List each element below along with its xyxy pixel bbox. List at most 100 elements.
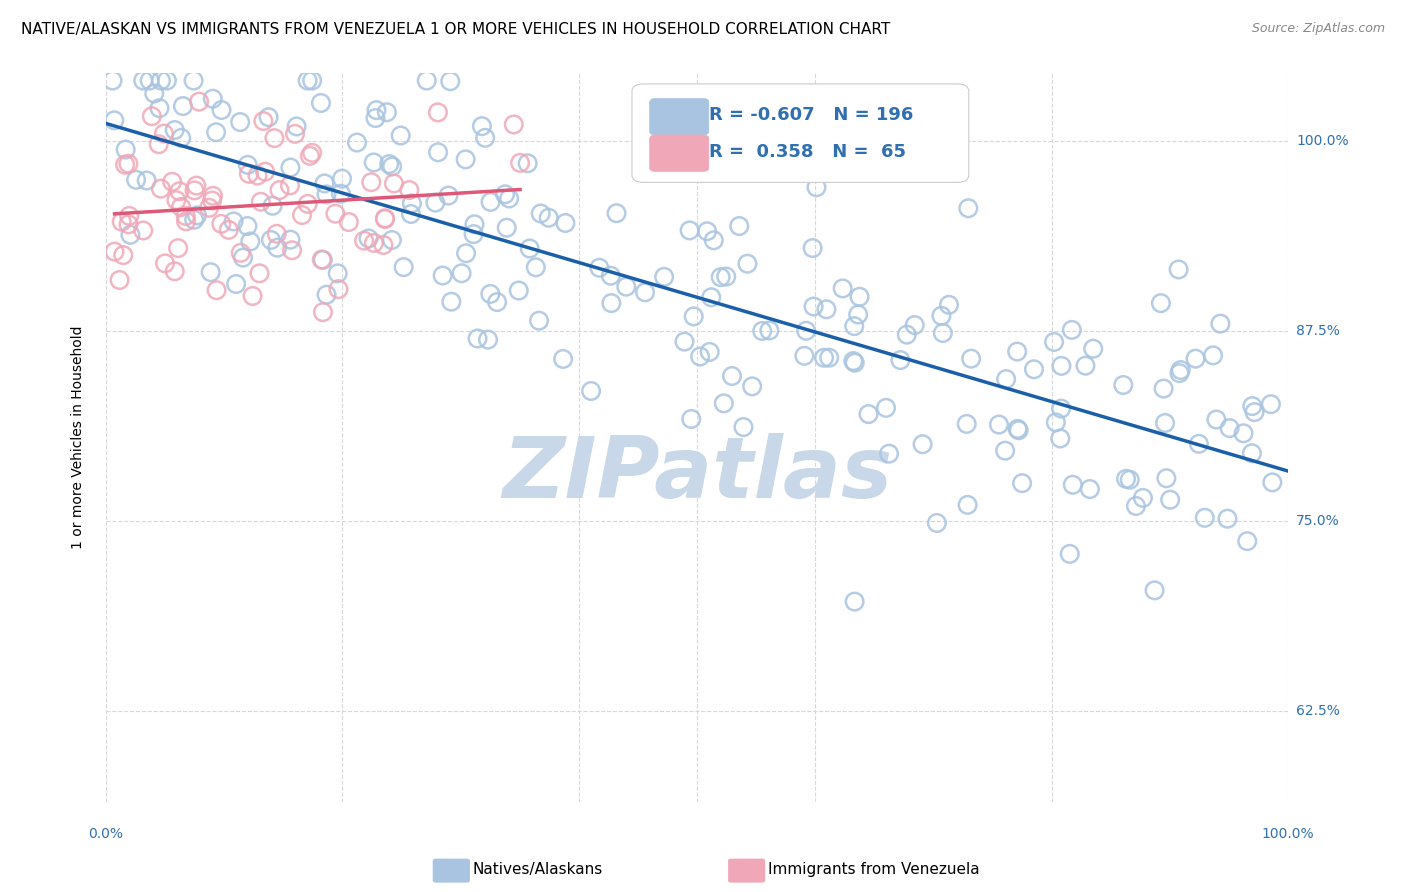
Point xyxy=(114,143,136,157)
Point xyxy=(374,212,396,227)
Point xyxy=(681,412,703,426)
Point xyxy=(844,594,866,608)
Point xyxy=(450,266,472,280)
Point xyxy=(696,224,718,238)
Point xyxy=(363,235,385,250)
Point xyxy=(160,175,183,189)
Point xyxy=(994,443,1017,458)
Point xyxy=(960,351,983,366)
Point xyxy=(931,309,953,323)
Point xyxy=(378,157,401,171)
Point xyxy=(427,145,450,160)
Text: 75.0%: 75.0% xyxy=(1296,514,1340,528)
Point xyxy=(494,187,516,202)
Point xyxy=(938,298,960,312)
Point xyxy=(148,137,170,152)
Point xyxy=(153,256,176,270)
Point xyxy=(101,73,124,87)
Point xyxy=(479,194,502,209)
Text: Source: ZipAtlas.com: Source: ZipAtlas.com xyxy=(1251,22,1385,36)
Point xyxy=(463,227,485,241)
Point xyxy=(120,227,142,242)
Point xyxy=(527,314,550,328)
Point xyxy=(312,252,335,267)
Point xyxy=(896,327,918,342)
Point xyxy=(1205,412,1227,426)
Text: ZIPatlas: ZIPatlas xyxy=(502,433,891,516)
Point xyxy=(125,173,148,187)
Point xyxy=(467,331,489,345)
Point xyxy=(477,333,499,347)
Point xyxy=(1240,446,1263,460)
Text: R =  0.358   N =  65: R = 0.358 N = 65 xyxy=(709,143,905,161)
Point xyxy=(794,324,817,338)
Point xyxy=(1045,416,1067,430)
Point xyxy=(425,195,447,210)
Point xyxy=(416,73,439,87)
Point xyxy=(1209,317,1232,331)
Point xyxy=(925,516,948,530)
Point xyxy=(904,318,927,332)
Point xyxy=(201,92,224,106)
Point xyxy=(163,264,186,278)
Point xyxy=(156,73,179,87)
Point xyxy=(281,244,304,258)
Point xyxy=(709,131,731,145)
Point xyxy=(246,169,269,183)
Point xyxy=(138,73,160,87)
Point xyxy=(143,87,166,101)
Point xyxy=(260,233,283,247)
Point xyxy=(1219,421,1241,435)
Point xyxy=(330,171,353,186)
Point xyxy=(163,123,186,137)
Point xyxy=(381,233,404,247)
Point xyxy=(174,209,197,223)
Point xyxy=(328,282,350,296)
Point xyxy=(153,127,176,141)
Point xyxy=(239,235,262,249)
Point xyxy=(1115,472,1137,486)
Text: 100.0%: 100.0% xyxy=(1296,135,1348,148)
Point xyxy=(524,260,547,275)
Point xyxy=(269,183,291,197)
Point xyxy=(1059,547,1081,561)
Point xyxy=(1049,432,1071,446)
Point xyxy=(741,379,763,393)
Point xyxy=(426,105,449,120)
Point xyxy=(1236,534,1258,549)
Point xyxy=(149,73,172,87)
Point xyxy=(432,268,454,283)
Point xyxy=(252,114,274,128)
Point xyxy=(956,417,979,431)
Point xyxy=(186,178,208,193)
Point xyxy=(1132,491,1154,505)
Point xyxy=(537,211,560,225)
Point xyxy=(202,189,225,203)
Point xyxy=(186,208,208,222)
Point xyxy=(1005,344,1028,359)
Point xyxy=(606,206,628,220)
Point xyxy=(813,351,835,365)
Point xyxy=(956,498,979,512)
Point xyxy=(454,246,477,260)
Point xyxy=(588,260,610,275)
Point xyxy=(1154,416,1177,430)
Point xyxy=(165,193,187,207)
Point xyxy=(298,149,321,163)
Point xyxy=(579,384,602,398)
Point xyxy=(682,310,704,324)
Point xyxy=(600,296,623,310)
Point xyxy=(737,257,759,271)
Point xyxy=(988,417,1011,432)
Point xyxy=(183,183,205,197)
Y-axis label: 1 or more Vehicles in Household: 1 or more Vehicles in Household xyxy=(72,326,86,549)
Point xyxy=(553,351,575,366)
Point xyxy=(149,182,172,196)
Point xyxy=(437,188,460,202)
Point xyxy=(479,287,502,301)
Point xyxy=(209,217,232,231)
Point xyxy=(363,155,385,169)
Point xyxy=(673,334,696,349)
Point xyxy=(1184,351,1206,366)
Point xyxy=(875,401,897,415)
